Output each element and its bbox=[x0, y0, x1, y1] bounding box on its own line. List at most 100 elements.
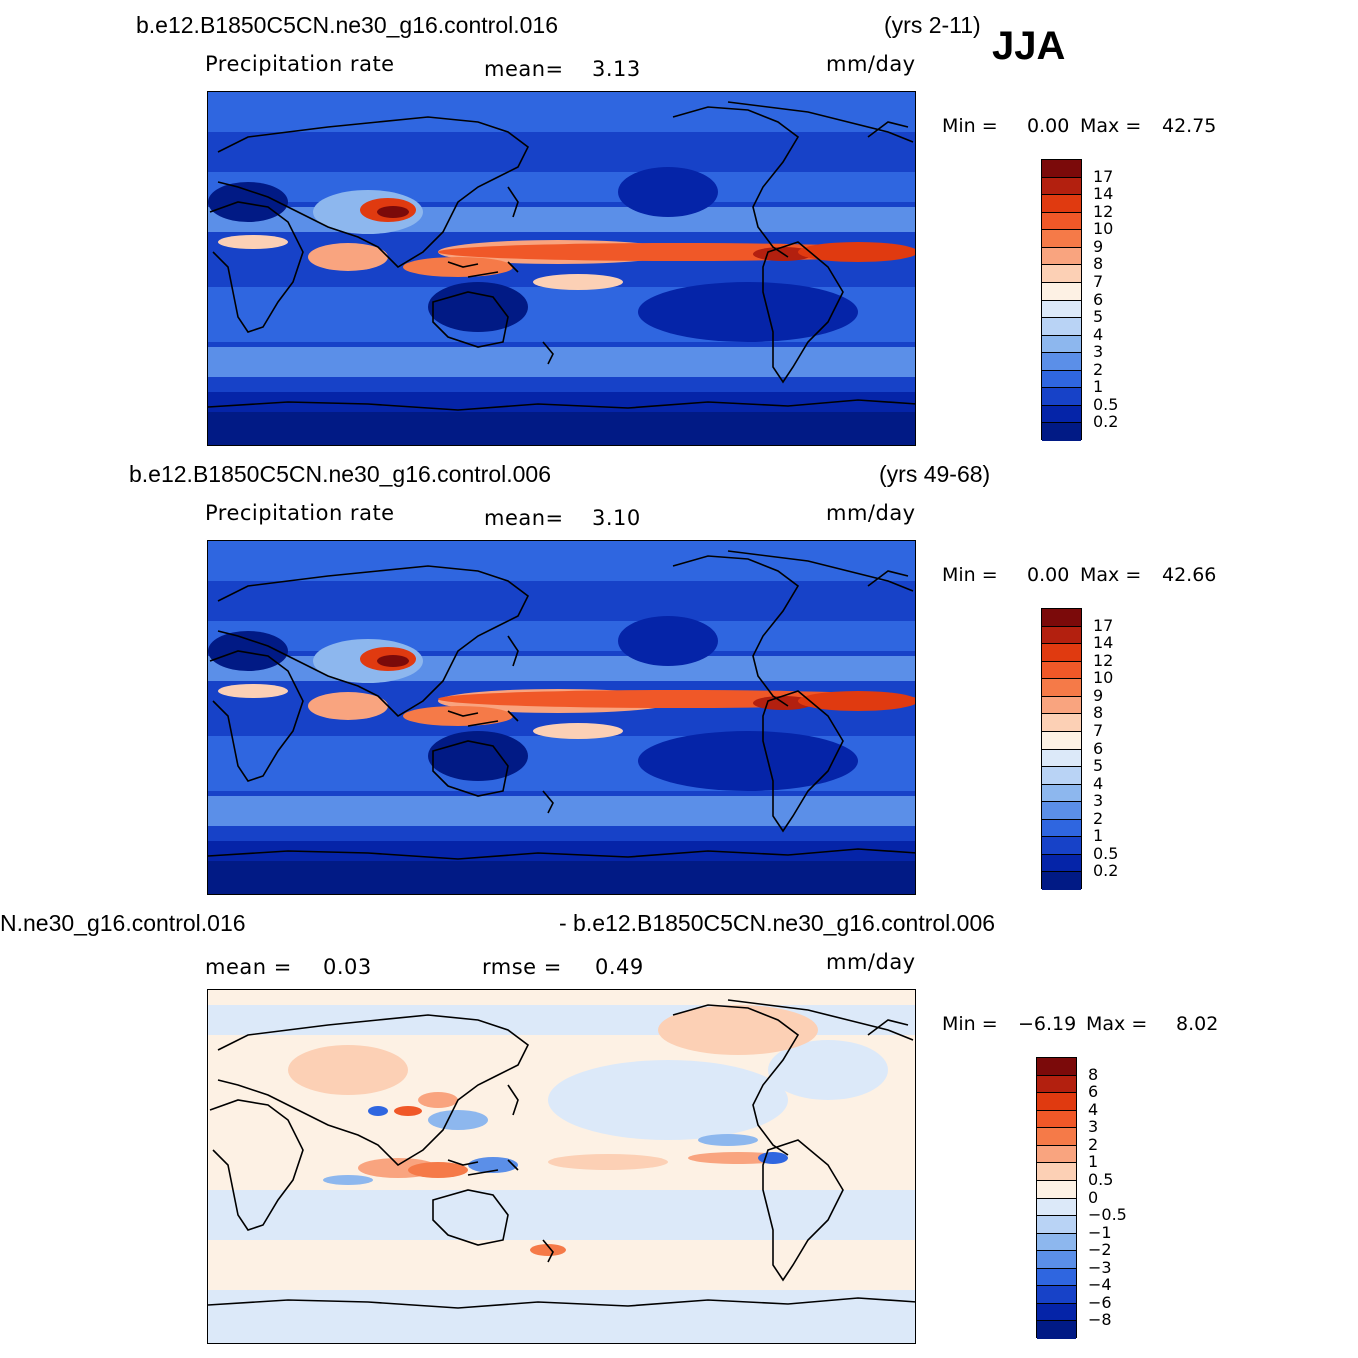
panel3-case-title-right: - b.e12.B1850C5CN.ne30_g16.control.006 bbox=[559, 910, 996, 936]
panel3-max-label: Max = bbox=[1086, 1013, 1148, 1035]
colorbar-box bbox=[1042, 767, 1081, 785]
colorbar-box bbox=[1042, 872, 1081, 890]
colorbar-label: 10 bbox=[1093, 668, 1114, 688]
colorbar-label: 9 bbox=[1093, 685, 1104, 705]
panel2-map-svg bbox=[208, 541, 915, 894]
colorbar-label: 7 bbox=[1093, 720, 1104, 740]
colorbar-box bbox=[1042, 661, 1081, 680]
colorbar-label: 3 bbox=[1093, 342, 1104, 362]
panel1-min-value: 0.00 bbox=[1027, 115, 1070, 137]
colorbar-label: −4 bbox=[1088, 1275, 1112, 1295]
colorbar-label: 1 bbox=[1093, 826, 1104, 846]
colorbar-label: 6 bbox=[1088, 1082, 1099, 1102]
panel2-case-title: b.e12.B1850C5CN.ne30_g16.control.006 bbox=[129, 461, 551, 487]
colorbar-box bbox=[1037, 1145, 1076, 1164]
colorbar-label: 3 bbox=[1088, 1117, 1099, 1137]
panel3-max-value: 8.02 bbox=[1176, 1013, 1219, 1035]
panel2-mean-label: mean= bbox=[484, 506, 564, 530]
panel1-min-label: Min = bbox=[942, 115, 998, 137]
panel3-case-title-left: N.ne30_g16.control.016 bbox=[0, 910, 246, 936]
colorbar-label: −8 bbox=[1088, 1310, 1112, 1330]
colorbar-box bbox=[1037, 1321, 1076, 1339]
panel2-max-value: 42.66 bbox=[1162, 564, 1217, 586]
panel1-units: mm/day bbox=[826, 52, 916, 76]
colorbar-label: 6 bbox=[1093, 289, 1104, 309]
panel1-map bbox=[207, 91, 916, 446]
panel1-max-value: 42.75 bbox=[1162, 115, 1217, 137]
colorbar-box bbox=[1037, 1216, 1076, 1234]
colorbar-box bbox=[1037, 1303, 1076, 1322]
colorbar-box bbox=[1037, 1093, 1076, 1111]
panel2-map bbox=[207, 540, 916, 895]
colorbar-label: 8 bbox=[1093, 703, 1104, 723]
colorbar-box bbox=[1042, 644, 1081, 662]
colorbar-box bbox=[1042, 837, 1081, 855]
colorbar-box bbox=[1042, 160, 1081, 178]
colorbar-box bbox=[1037, 1128, 1076, 1146]
colorbar-box bbox=[1042, 370, 1081, 389]
colorbar-label: 10 bbox=[1093, 219, 1114, 239]
colorbar-label: 6 bbox=[1093, 738, 1104, 758]
colorbar-label: 7 bbox=[1093, 271, 1104, 291]
colorbar-box bbox=[1042, 318, 1081, 336]
colorbar-box bbox=[1042, 282, 1081, 301]
colorbar-box bbox=[1042, 388, 1081, 406]
panel3-rmse-value: 0.49 bbox=[595, 955, 644, 979]
colorbar-label: 4 bbox=[1093, 324, 1104, 344]
colorbar-box bbox=[1037, 1268, 1076, 1287]
colorbar-label: 5 bbox=[1093, 307, 1104, 327]
colorbar-box bbox=[1042, 405, 1081, 424]
colorbar-box bbox=[1042, 353, 1081, 371]
panel3-rmse-label: rmse = bbox=[482, 955, 562, 979]
colorbar-box bbox=[1042, 714, 1081, 732]
colorbar-box bbox=[1042, 177, 1081, 196]
colorbar-box bbox=[1042, 335, 1081, 354]
colorbar-label: 0.2 bbox=[1093, 861, 1119, 881]
colorbar-label: 12 bbox=[1093, 650, 1114, 670]
colorbar-label: 0 bbox=[1088, 1187, 1099, 1207]
colorbar-box bbox=[1037, 1163, 1076, 1181]
panel3-units: mm/day bbox=[826, 950, 916, 974]
colorbar-box bbox=[1037, 1251, 1076, 1269]
colorbar-box bbox=[1037, 1075, 1076, 1094]
colorbar-box bbox=[1042, 679, 1081, 697]
colorbar-label: 0.5 bbox=[1093, 394, 1119, 414]
panel1-case-title: b.e12.B1850C5CN.ne30_g16.control.016 bbox=[136, 12, 558, 38]
panel3-mean-label: mean = bbox=[205, 955, 292, 979]
colorbar-box bbox=[1042, 696, 1081, 715]
panel1-mean-label: mean= bbox=[484, 57, 564, 81]
panel1-max-label: Max = bbox=[1080, 115, 1142, 137]
panel2-max-label: Max = bbox=[1080, 564, 1142, 586]
colorbar-box bbox=[1042, 300, 1081, 319]
colorbar-label: −6 bbox=[1088, 1292, 1112, 1312]
colorbar-label: −2 bbox=[1088, 1240, 1112, 1260]
colorbar-box bbox=[1037, 1198, 1076, 1217]
colorbar-box bbox=[1042, 212, 1081, 231]
colorbar-label: 0.2 bbox=[1093, 412, 1119, 432]
colorbar-box bbox=[1042, 609, 1081, 627]
colorbar-box bbox=[1042, 749, 1081, 768]
panel3-colorbar bbox=[1036, 1057, 1077, 1339]
colorbar-label: 2 bbox=[1093, 359, 1104, 379]
panel1-map-svg bbox=[208, 92, 915, 445]
panel3-min-value: −6.19 bbox=[1018, 1013, 1077, 1035]
colorbar-box bbox=[1042, 731, 1081, 750]
panel2-colorbar bbox=[1041, 608, 1082, 890]
colorbar-label: 0.5 bbox=[1088, 1169, 1114, 1189]
colorbar-box bbox=[1042, 626, 1081, 645]
panel1-mean-value: 3.13 bbox=[592, 57, 641, 81]
panel1-colorbar bbox=[1041, 159, 1082, 441]
panel2-min-value: 0.00 bbox=[1027, 564, 1070, 586]
colorbar-label: −1 bbox=[1088, 1222, 1112, 1242]
colorbar-label: 8 bbox=[1093, 254, 1104, 274]
colorbar-label: 12 bbox=[1093, 201, 1114, 221]
colorbar-box bbox=[1037, 1110, 1076, 1129]
colorbar-label: −3 bbox=[1088, 1257, 1112, 1277]
panel3-map bbox=[207, 989, 916, 1344]
colorbar-label: 8 bbox=[1088, 1064, 1099, 1084]
colorbar-label: 2 bbox=[1088, 1134, 1099, 1154]
colorbar-box bbox=[1042, 784, 1081, 803]
colorbar-label: 4 bbox=[1093, 773, 1104, 793]
colorbar-box bbox=[1042, 802, 1081, 820]
